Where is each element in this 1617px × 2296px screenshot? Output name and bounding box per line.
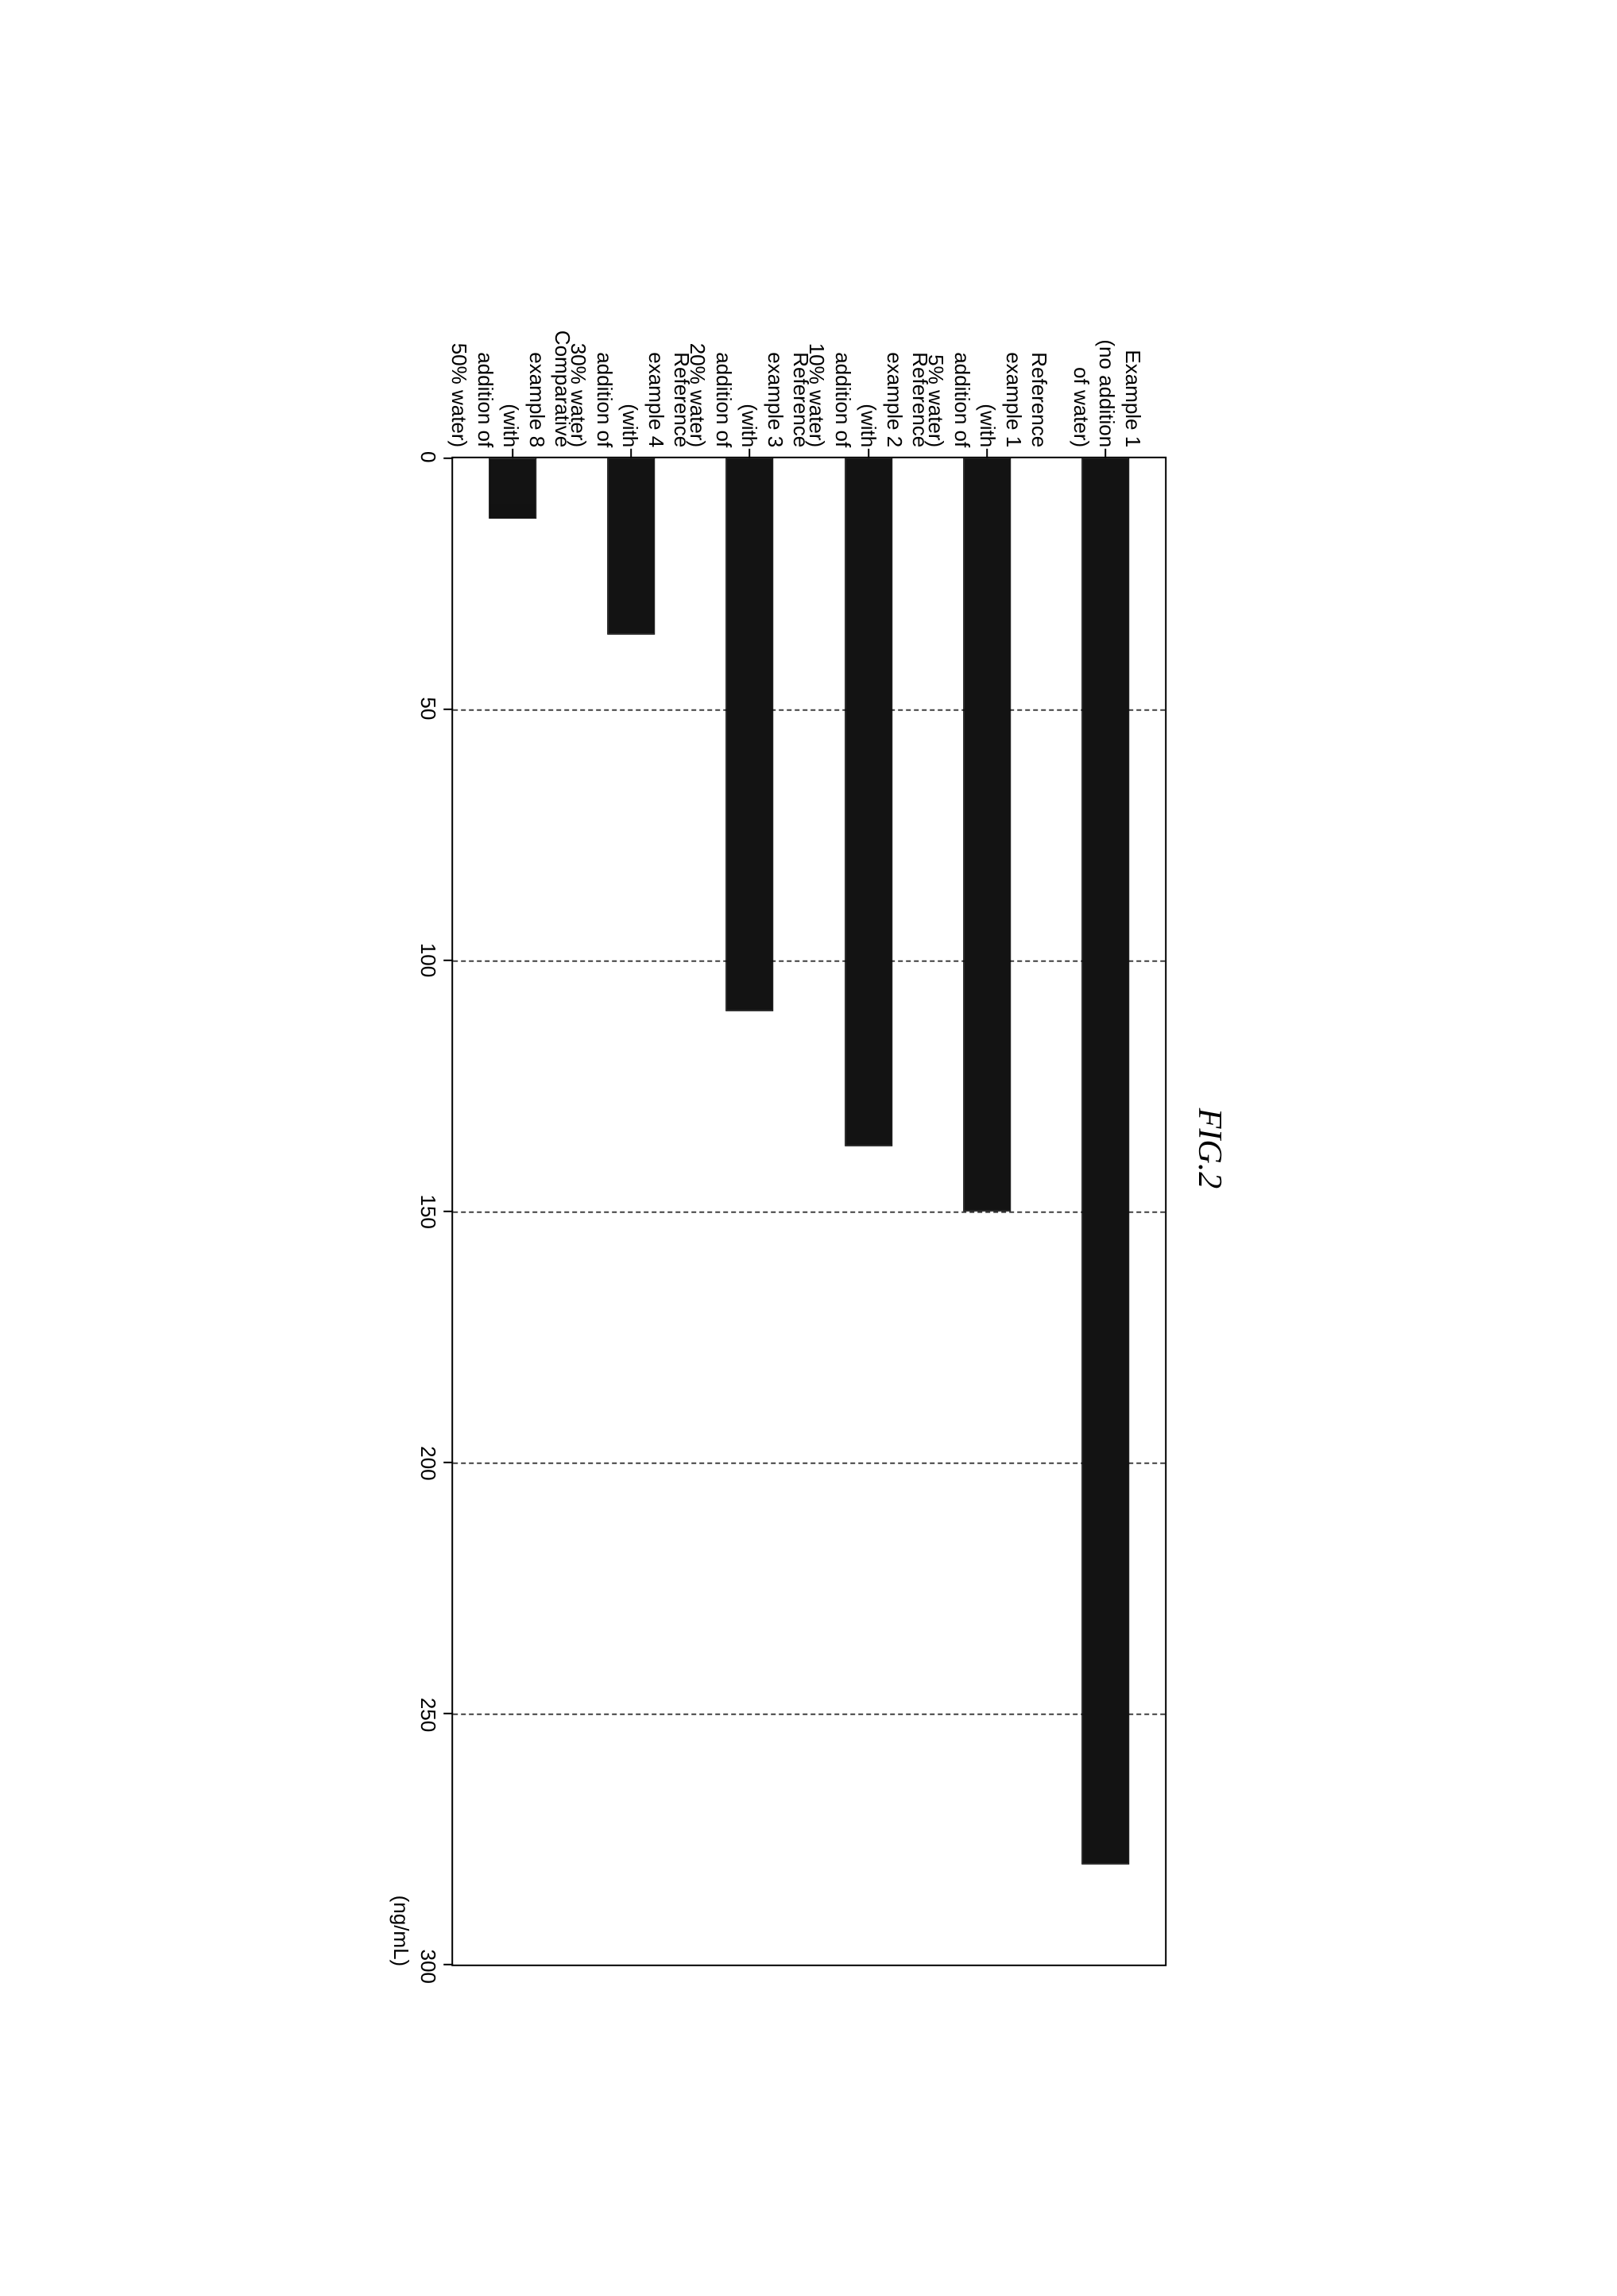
x-tick-label: 100 — [416, 942, 440, 976]
y-tick-mark — [512, 449, 513, 458]
plot-column: 050100150200250300 (ng/mL) — [389, 457, 1166, 1966]
bar — [963, 458, 1011, 1212]
y-tick-mark — [868, 449, 869, 458]
bar-row — [809, 458, 927, 1965]
x-axis: 050100150200250300 — [418, 457, 445, 1966]
category-label: Comparative example 8 (with addition of … — [451, 330, 571, 446]
bar — [845, 458, 892, 1146]
bar-row — [571, 458, 690, 1965]
y-tick-mark — [749, 449, 750, 458]
bar — [607, 458, 655, 634]
x-tick-label: 0 — [416, 450, 440, 462]
category-label: Example 1 (no addition of water) — [1047, 330, 1166, 446]
bar — [1081, 458, 1129, 1865]
chart-row: Example 1 (no addition of water)Referenc… — [389, 330, 1166, 1966]
bar-row — [691, 458, 809, 1965]
figure-container: FIG.2 Example 1 (no addition of water)Re… — [389, 330, 1228, 1966]
x-tick-label: 300 — [416, 1949, 440, 1983]
x-axis-unit: (ng/mL) — [389, 457, 413, 1966]
category-label: Reference example 2 (with addition of 10… — [809, 330, 928, 446]
bars-container — [453, 458, 1165, 1965]
bar — [489, 458, 536, 519]
figure-title: FIG.2 — [1190, 330, 1228, 1966]
bar-row — [927, 458, 1046, 1965]
bar-row — [1046, 458, 1165, 1965]
category-label: Reference example 1 (with addition of 5%… — [928, 330, 1047, 446]
y-tick-mark — [986, 449, 988, 458]
x-tick-label: 50 — [416, 697, 440, 720]
y-tick-mark — [1104, 449, 1106, 458]
category-label: Reference example 4 (with addition of 30… — [571, 330, 690, 446]
y-axis-labels: Example 1 (no addition of water)Referenc… — [451, 330, 1166, 456]
x-tick-label: 200 — [416, 1446, 440, 1480]
bar — [725, 458, 773, 1011]
bar-row — [453, 458, 571, 1965]
plot-area — [451, 457, 1166, 1966]
y-tick-mark — [630, 449, 632, 458]
x-tick-label: 150 — [416, 1194, 440, 1228]
x-tick-label: 250 — [416, 1697, 440, 1731]
category-label: Reference example 3 (with addition of 20… — [690, 330, 809, 446]
